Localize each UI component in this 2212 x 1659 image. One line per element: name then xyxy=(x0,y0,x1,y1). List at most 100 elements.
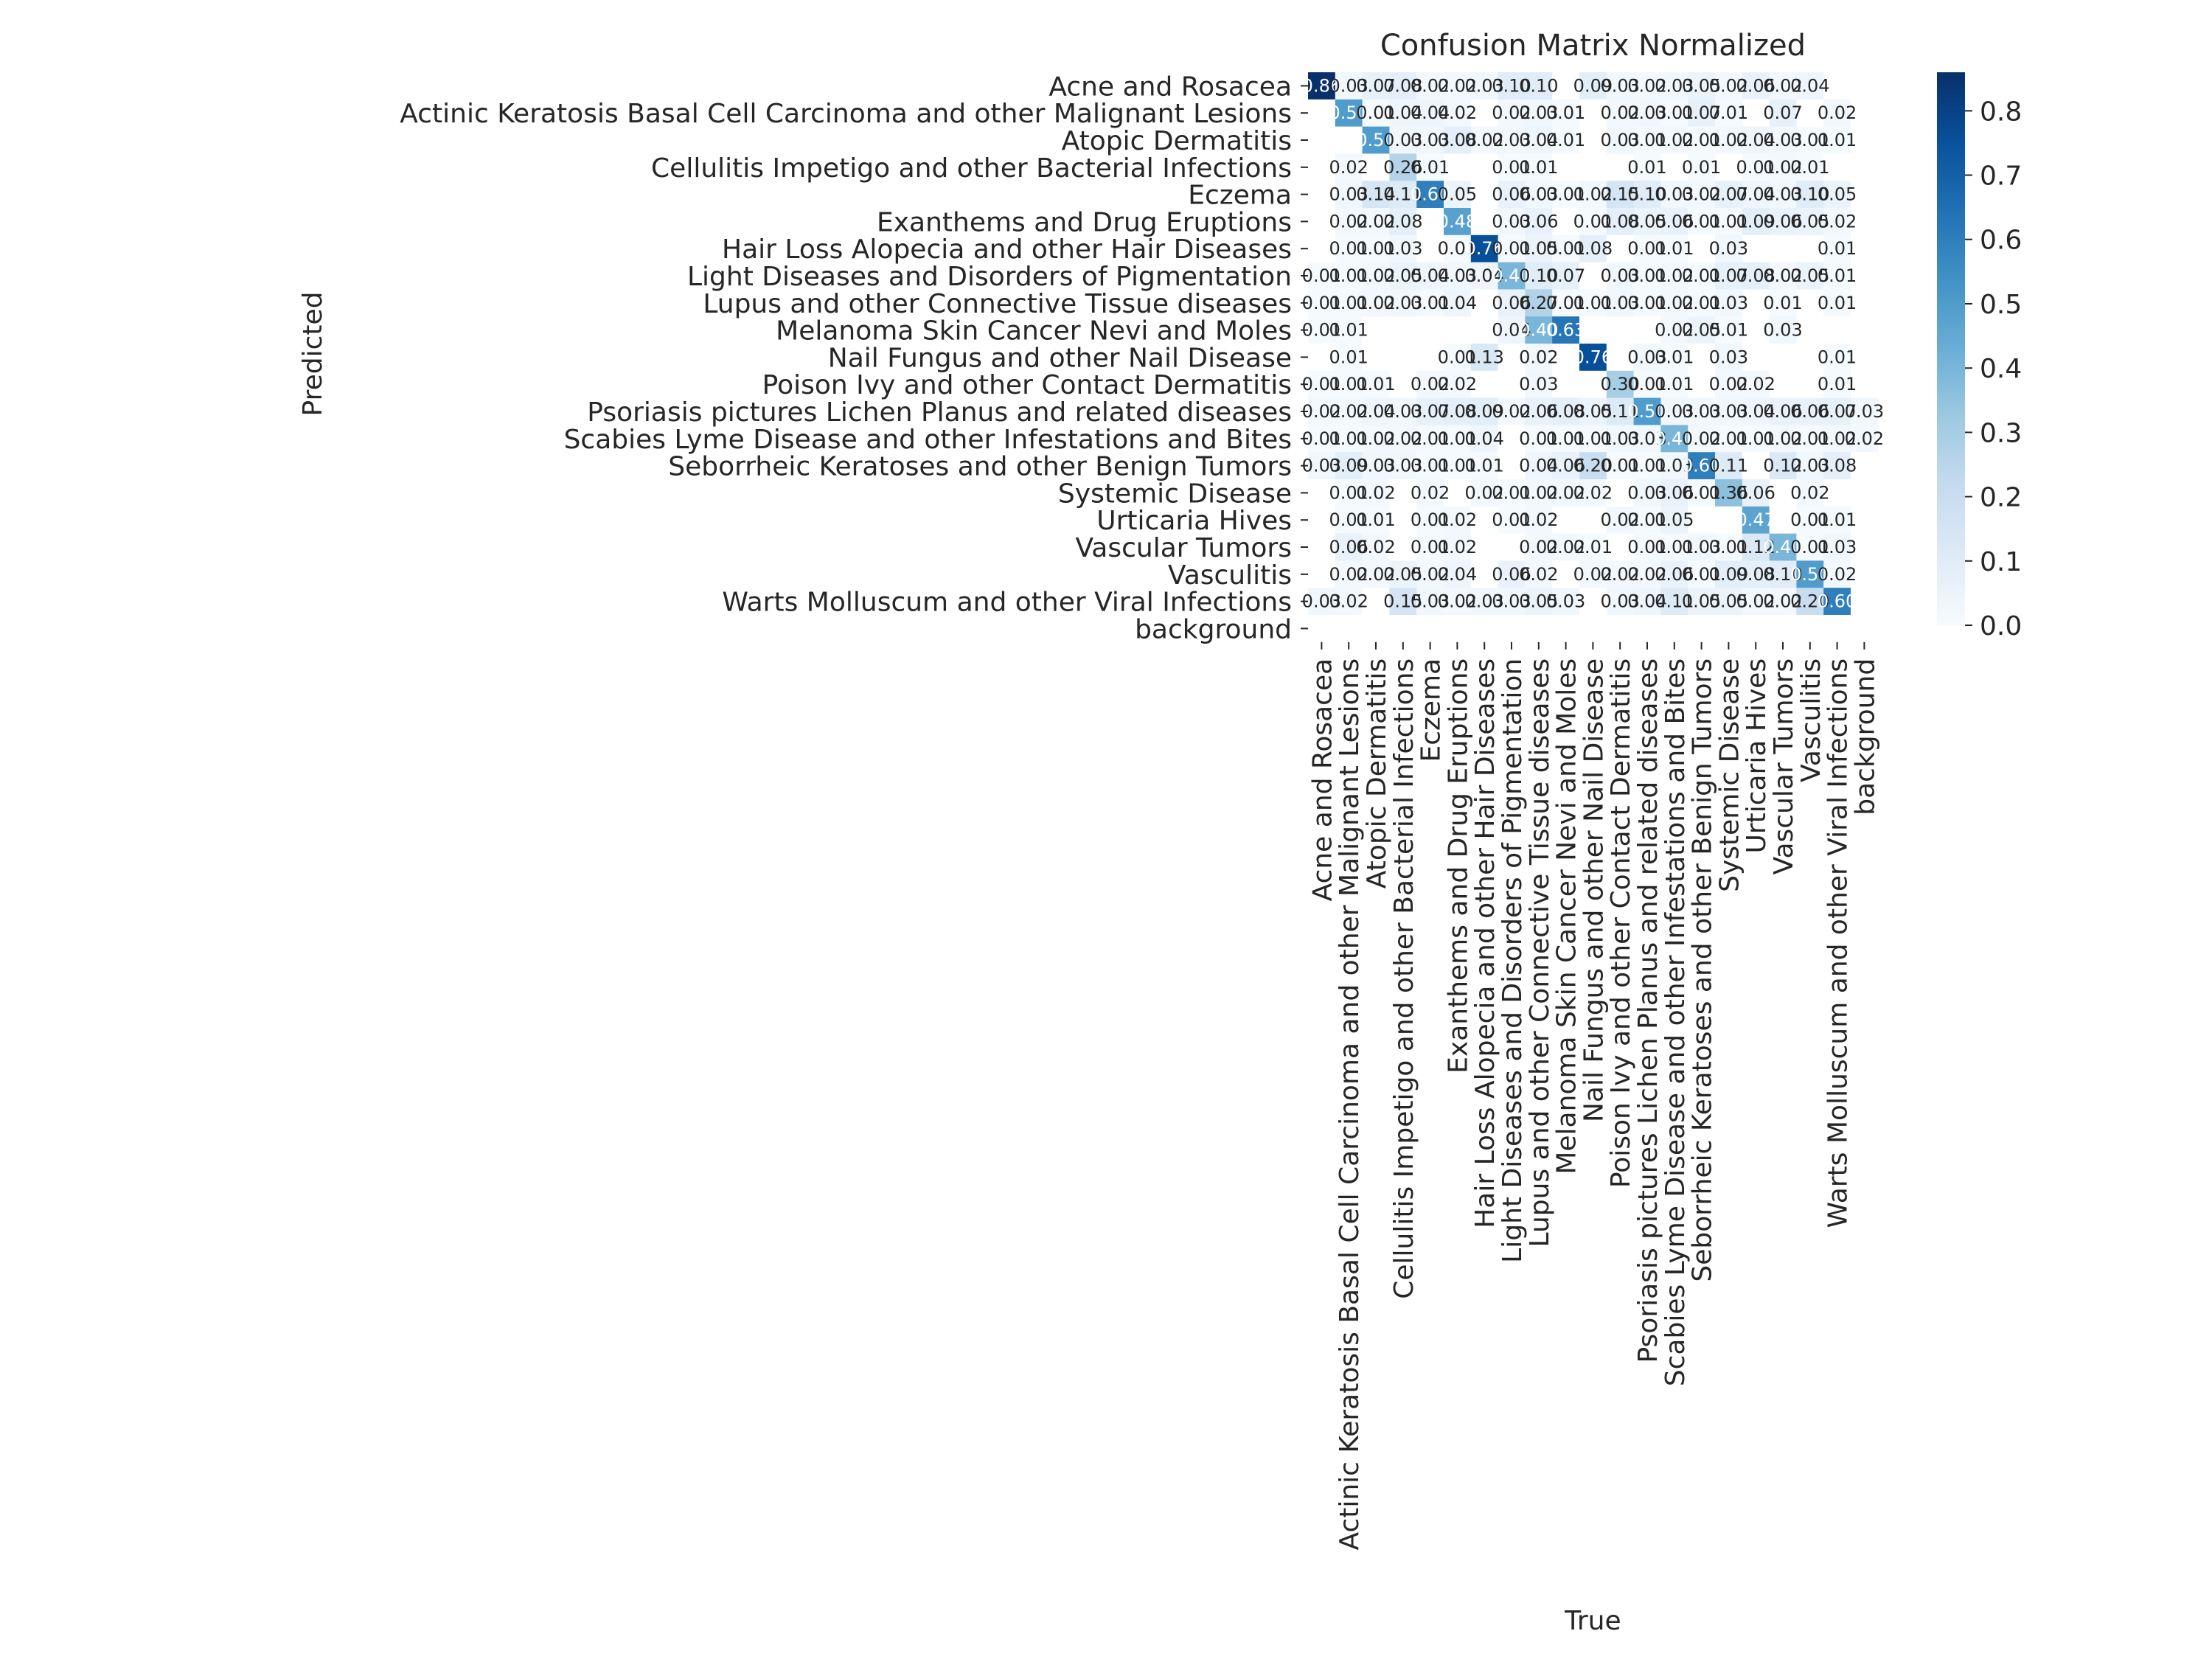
heatmap-cell xyxy=(1606,560,1635,588)
heatmap-cell xyxy=(1308,615,1336,643)
cell-value-label: 0.02 xyxy=(1519,537,1558,557)
heatmap-cell xyxy=(1308,234,1336,263)
colorbar-segment xyxy=(1937,420,1965,424)
colorbar-segment xyxy=(1937,340,1965,344)
cell-value-label: 0.07 xyxy=(1546,265,1585,286)
heatmap-cell xyxy=(1335,153,1363,181)
cell-value-label: 0.40 xyxy=(1763,537,1802,557)
colorbar-segment xyxy=(1937,80,1965,84)
cell-value-label: 0.13 xyxy=(1464,347,1503,367)
colorbar-segment xyxy=(1937,622,1965,626)
y-tick-label: Vascular Tumors xyxy=(1075,533,1292,563)
cell-value-label: 0.09 xyxy=(1464,401,1503,422)
cell-value-label: 0.02 xyxy=(1356,428,1395,449)
heatmap-cell xyxy=(1796,208,1824,236)
heatmap-cell xyxy=(1470,506,1499,535)
cell-value-label: 0.02 xyxy=(1519,564,1558,585)
heatmap-cell xyxy=(1308,425,1336,453)
colorbar-segment xyxy=(1937,246,1965,250)
heatmap-cell xyxy=(1308,181,1336,209)
heatmap-cell xyxy=(1823,452,1851,480)
heatmap-cell xyxy=(1742,153,1770,181)
heatmap-cell xyxy=(1470,588,1499,616)
cell-value-label: 0.40 xyxy=(1492,265,1531,286)
heatmap-cell xyxy=(1552,506,1580,535)
heatmap-cell xyxy=(1579,506,1607,535)
cell-value-label: 0.03 xyxy=(1519,102,1558,123)
cell-value-label: 0.01 xyxy=(1627,374,1666,394)
colorbar-segment xyxy=(1937,332,1965,335)
colorbar-segment xyxy=(1937,100,1965,103)
heatmap-cell xyxy=(1498,615,1526,643)
cell-value-label: 0.03 xyxy=(1329,184,1368,205)
colorbar-segment xyxy=(1937,169,1965,173)
heatmap-cell xyxy=(1335,397,1363,425)
cell-value-label: 0.03 xyxy=(1627,347,1666,367)
cell-value-label: 0.01 xyxy=(1818,265,1857,286)
heatmap-cell xyxy=(1715,560,1743,588)
colorbar-segment xyxy=(1937,282,1965,286)
colorbar-segment xyxy=(1937,313,1965,316)
heatmap-cell xyxy=(1416,452,1444,480)
cell-value-label: 0.02 xyxy=(1682,428,1721,449)
colorbar-segment xyxy=(1937,293,1965,297)
heatmap-cell xyxy=(1416,397,1444,425)
heatmap-cell xyxy=(1416,370,1444,399)
colorbar-tick-label: 0.5 xyxy=(1980,290,2022,320)
colorbar-segment xyxy=(1937,398,1965,402)
heatmap-cell xyxy=(1769,72,1797,100)
heatmap-cell xyxy=(1715,126,1743,154)
heatmap-cell xyxy=(1389,289,1417,317)
heatmap-cell xyxy=(1335,316,1363,344)
y-tick-label: Scabies Lyme Disease and other Infestati… xyxy=(564,425,1292,455)
cell-value-label: 0.04 xyxy=(1519,130,1558,150)
cell-value-label: 0.01 xyxy=(1546,428,1585,449)
colorbar-segment xyxy=(1937,232,1965,236)
colorbar-segment xyxy=(1937,431,1965,435)
cell-value-label: 0.10 xyxy=(1790,184,1829,205)
heatmap-cell xyxy=(1389,72,1417,100)
heatmap-cell xyxy=(1308,452,1336,480)
cell-value-label: 0.03 xyxy=(1682,401,1721,422)
cell-value-label: 0.15 xyxy=(1600,184,1639,205)
cell-value-label: 0.01 xyxy=(1329,482,1368,503)
heatmap-cell xyxy=(1688,397,1716,425)
heatmap-cell xyxy=(1470,262,1499,290)
heatmap-cell xyxy=(1525,208,1553,236)
colorbar-segment xyxy=(1937,561,1965,566)
colorbar-segment xyxy=(1937,509,1965,512)
heatmap-cell xyxy=(1769,208,1797,236)
x-tick-label: Vascular Tumors xyxy=(1769,658,1799,875)
heatmap-cell xyxy=(1742,72,1770,100)
cell-value-label: 0.05 xyxy=(1818,184,1857,205)
heatmap-cell xyxy=(1335,344,1363,372)
colorbar-segment xyxy=(1937,128,1965,131)
cell-value-label: 0.08 xyxy=(1546,401,1585,422)
heatmap-cell xyxy=(1633,99,1661,128)
heatmap-cell xyxy=(1362,425,1390,453)
heatmap-cell xyxy=(1579,99,1607,128)
cell-value-label: 0.02 xyxy=(1627,75,1666,96)
heatmap-cell xyxy=(1335,452,1363,480)
x-tick-label: Hair Loss Alopecia and other Hair Diseas… xyxy=(1470,658,1500,1228)
colorbar-segment xyxy=(1937,216,1965,220)
heatmap-cell xyxy=(1660,234,1688,263)
cell-value-label: 0.48 xyxy=(1438,211,1477,232)
cell-value-label: 0.04 xyxy=(1627,591,1666,612)
cell-value-label: 0.15 xyxy=(1383,591,1422,612)
colorbar-segment xyxy=(1937,559,1965,563)
colorbar-segment xyxy=(1937,415,1965,419)
heatmap-cell xyxy=(1715,99,1743,128)
cell-value-label: 0.01 xyxy=(1818,374,1857,394)
heatmap-cell xyxy=(1796,533,1824,561)
heatmap-cell xyxy=(1444,370,1472,399)
heatmap-cell xyxy=(1851,370,1879,399)
colorbar-tick-label: 0.4 xyxy=(1980,354,2022,384)
heatmap-cell xyxy=(1769,533,1797,561)
cell-value-label: 0.01 xyxy=(1627,509,1666,530)
heatmap-cell xyxy=(1742,397,1770,425)
heatmap-cell xyxy=(1660,425,1688,453)
cell-value-label: 0.01 xyxy=(1329,347,1368,367)
cell-value-label: 0.05 xyxy=(1682,75,1721,96)
colorbar-segment xyxy=(1937,611,1965,615)
